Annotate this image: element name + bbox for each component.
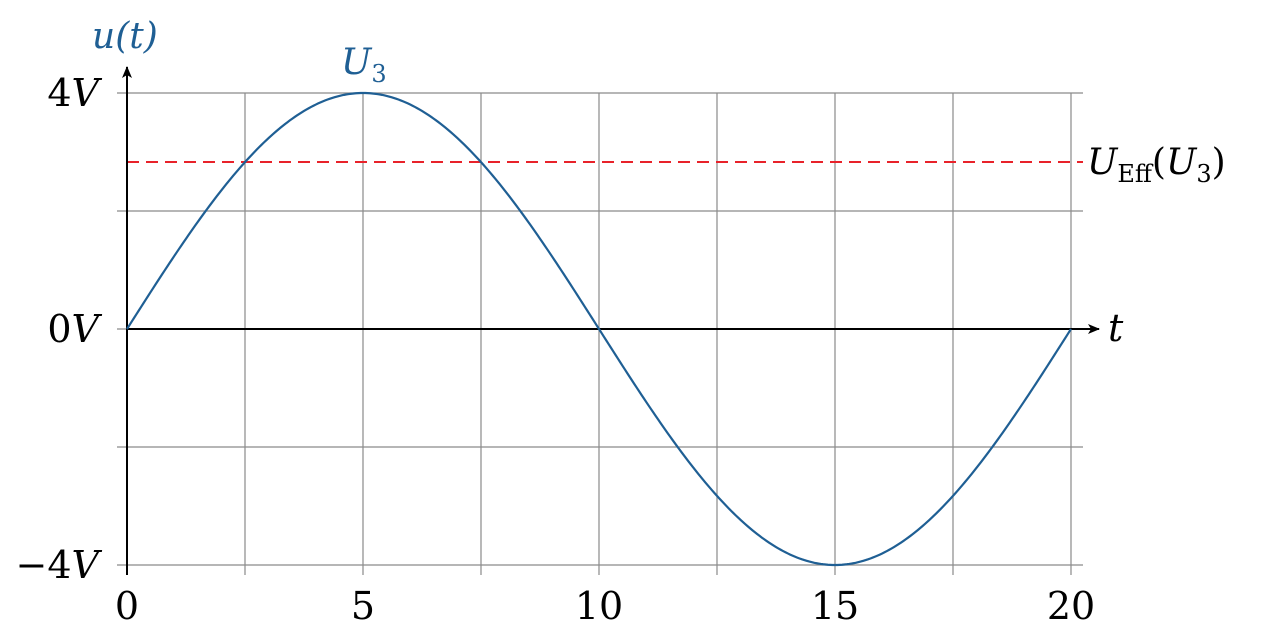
series-label-symbol: U: [341, 42, 373, 83]
y-tick-label: 4V: [47, 71, 102, 115]
x-tick-label: 0: [115, 584, 139, 628]
reference-line-label-arg-symbol: U: [1166, 142, 1198, 183]
grid: [117, 92, 1083, 575]
series-group: [126, 91, 1072, 567]
y-tick-label-unit: V: [72, 307, 103, 351]
reference-line-label-subscript: Eff: [1117, 160, 1154, 188]
y-tick-label: −4V: [16, 543, 103, 587]
axes: [122, 66, 1100, 575]
y-tick-label: 0V: [47, 307, 102, 351]
x-tick-label: 5: [351, 584, 375, 628]
reference-line-label-paren-open: (: [1152, 142, 1166, 183]
series-label-subscript: 3: [371, 60, 386, 88]
series-line: [126, 91, 1072, 567]
y-tick-label-number: 4: [47, 543, 71, 587]
x-axis-label: t: [1108, 306, 1124, 350]
y-tick-label-unit: V: [72, 543, 103, 587]
y-tick-label-number: 4: [47, 71, 71, 115]
series-label: U3: [341, 42, 387, 88]
x-tick-label: 10: [575, 584, 623, 628]
y-tick-label-number: 0: [47, 307, 71, 351]
reference-line-label: UEff(U3): [1087, 142, 1226, 188]
reference-line-label-paren-close: ): [1212, 142, 1226, 183]
y-axis-label: u(t): [92, 16, 158, 57]
y-tick-label-unit: V: [72, 71, 103, 115]
x-tick-label: 15: [811, 584, 859, 628]
y-axis-label-argument: (t): [115, 16, 158, 57]
y-axis-label-symbol: u: [92, 16, 115, 57]
reference-line-label-arg-subscript: 3: [1196, 160, 1211, 188]
x-tick-label: 20: [1047, 584, 1095, 628]
y-tick-label-sign: −: [16, 543, 48, 587]
reference-line-label-symbol: U: [1087, 142, 1119, 183]
